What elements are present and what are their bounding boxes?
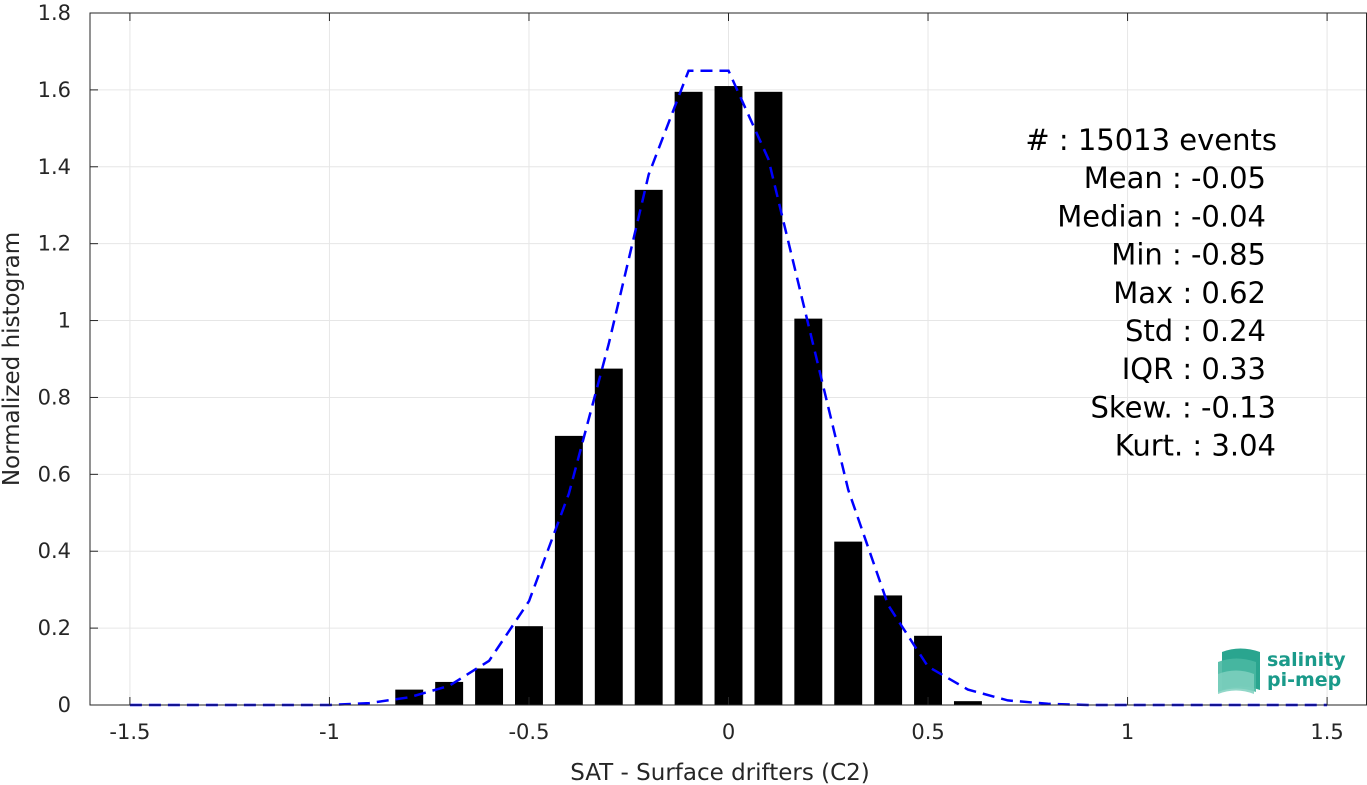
y-tick-label: 1.8 [38,1,71,25]
statistics-line: Max : 0.62 [1113,276,1266,310]
histogram-bar [435,681,464,705]
y-tick-label: 1 [58,309,71,333]
histogram-bar [554,435,583,705]
histogram-bar [634,189,663,705]
histogram-bar [914,635,942,705]
statistics-line: Mean : -0.05 [1084,161,1266,195]
x-tick-label: 1.5 [1310,720,1343,744]
logo-text-salinity: salinity [1267,649,1346,671]
logo-wave-icon [1218,648,1260,694]
x-tick-label: 0.5 [911,720,944,744]
salinity-pi-mep-logo: salinity pi-mep [1218,648,1346,694]
x-tick-label: 1 [1121,720,1134,744]
histogram-bar [475,668,504,705]
y-axis-ticks: 0 0.2 0.4 0.6 0.8 1 1.2 1.4 1.6 1.8 [38,1,98,717]
statistics-line: Median : -0.04 [1057,199,1266,233]
statistics-line: Skew. : -0.13 [1090,390,1276,424]
y-tick-label: 0 [58,693,71,717]
x-axis-ticks: -1.5 -1 -0.5 0 0.5 1 1.5 [109,13,1344,744]
statistics-line: Std : 0.24 [1125,314,1266,348]
y-tick-label: 0.6 [38,462,71,486]
y-tick-label: 0.8 [38,385,71,409]
statistics-line: Kurt. : 3.04 [1115,429,1276,463]
y-tick-label: 1.4 [38,155,71,179]
statistics-line: IQR : 0.33 [1122,352,1266,386]
histogram-bar [594,368,623,705]
x-tick-label: 0 [722,720,735,744]
bars [395,86,982,706]
histogram-bar [674,91,703,706]
x-axis-title: SAT - Surface drifters (C2) [570,760,870,785]
y-axis-title: Normalized histogram [0,232,25,486]
histogram-bar [395,689,424,705]
x-tick-label: -1 [319,720,340,744]
y-tick-label: 1.2 [38,232,71,256]
y-tick-label: 0.2 [38,616,71,640]
histogram-bar [515,626,543,705]
statistics-line: # : 15013 events [1025,123,1277,157]
histogram-bar [794,318,823,705]
histogram-bar [714,86,743,706]
histogram-bar [953,701,982,705]
statistics-line: Min : -0.85 [1111,238,1266,272]
logo-text-pi-mep: pi-mep [1267,669,1341,691]
x-tick-label: -1.5 [109,720,150,744]
y-tick-label: 0.4 [38,539,71,563]
histogram-bar [834,541,863,705]
y-tick-label: 1.6 [38,78,71,102]
statistics-annotation: # : 15013 events Mean : -0.05 Median : -0.… [1025,123,1277,463]
x-tick-label: -0.5 [508,720,549,744]
histogram-bar [874,595,903,705]
histogram-bar [754,91,783,706]
